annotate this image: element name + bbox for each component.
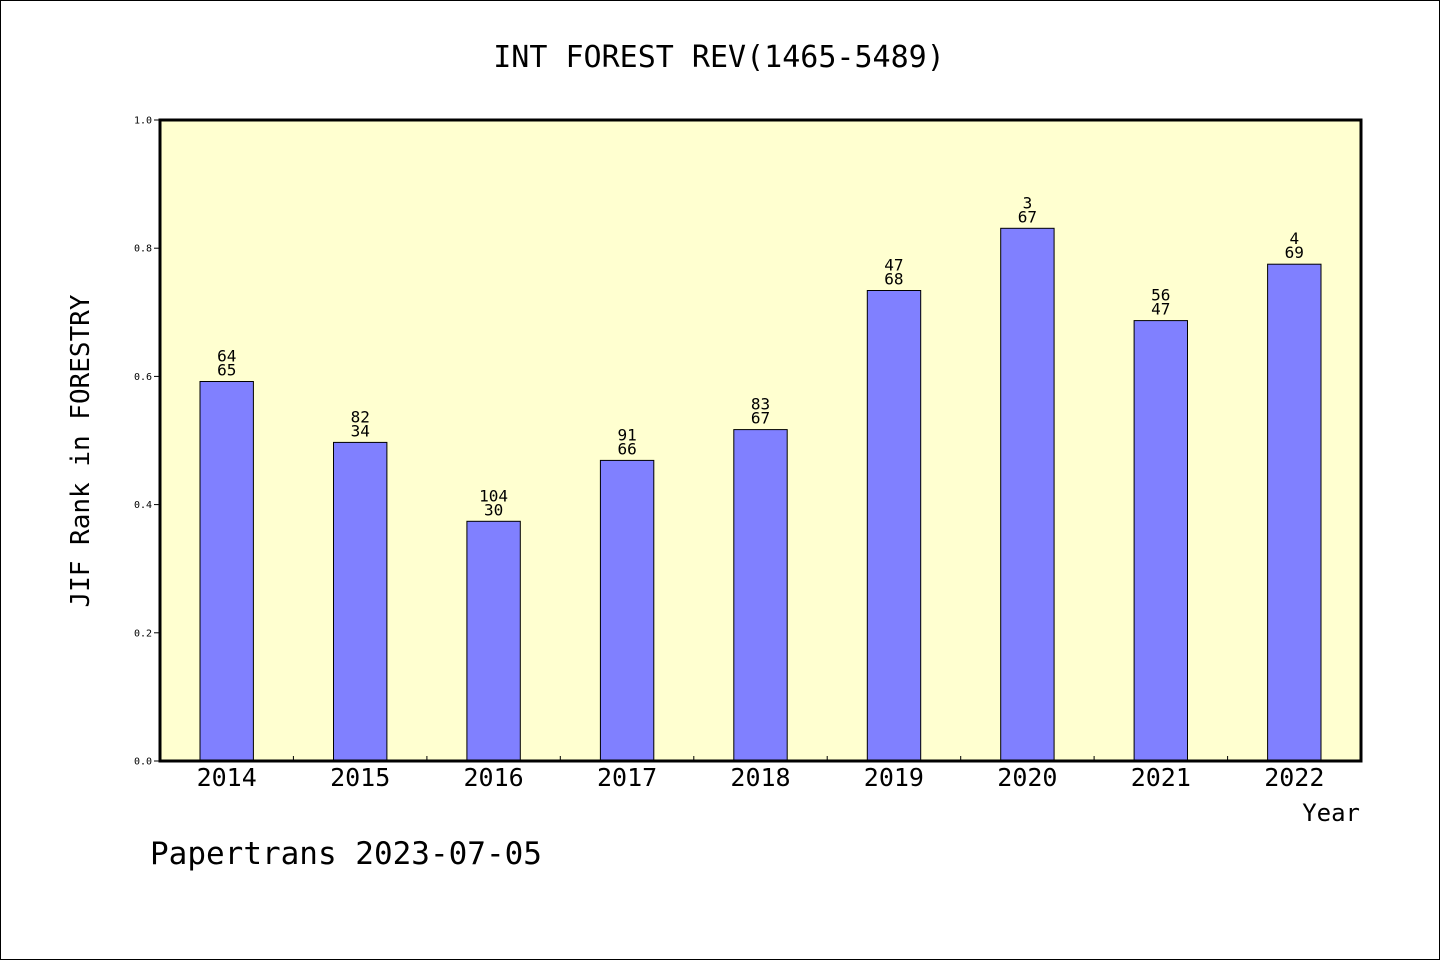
y-axis-label: JIF Rank in FORESTRY <box>66 294 96 607</box>
x-axis-label: Year <box>1302 799 1360 827</box>
bar-total-label: 67 <box>751 409 770 428</box>
bar-rank-label: 83 <box>751 395 770 414</box>
x-tick-label: 2015 <box>330 763 390 792</box>
bar-2017 <box>599 459 655 762</box>
bar-total-label: 67 <box>1018 207 1037 226</box>
bar-2015 <box>333 441 388 762</box>
bar-rank-label: 56 <box>1151 286 1170 305</box>
x-tick-label: 2016 <box>463 763 523 792</box>
y-tick-label: 0.0 <box>134 757 152 768</box>
bar-rank-label: 3 <box>1023 193 1033 212</box>
plot-border <box>158 118 1363 763</box>
bar-total-label: 30 <box>484 500 503 519</box>
bar-2019 <box>866 290 922 762</box>
x-tick-label: 2019 <box>864 763 924 792</box>
bar-total-label: 69 <box>1285 243 1304 262</box>
bar-rank-label: 4 <box>1289 229 1299 248</box>
bar-2021 <box>1133 320 1188 762</box>
bar-rank-label: 104 <box>479 486 508 505</box>
bar-2014 <box>199 381 254 762</box>
x-tick-label: 2022 <box>1264 763 1324 792</box>
x-tick-label: 2020 <box>997 763 1057 792</box>
bar-rank-label: 82 <box>351 407 370 426</box>
footer-text: Papertrans 2023-07-05 <box>150 836 542 872</box>
y-tick-label: 0.4 <box>134 500 152 511</box>
x-tick-label: 2017 <box>597 763 657 792</box>
bar-rank-label: 64 <box>217 347 236 366</box>
y-tick-label: 0.6 <box>134 372 152 383</box>
chart-title: INT FOREST REV(1465-5489) <box>493 40 945 75</box>
y-tick-label: 1.0 <box>134 116 152 127</box>
bar-2022 <box>1267 263 1322 762</box>
bar-2018 <box>733 429 788 762</box>
bar-rank-label: 47 <box>884 256 903 275</box>
y-tick-label: 0.8 <box>134 244 152 255</box>
bar-rank-label: 91 <box>617 425 636 444</box>
x-tick-label: 2018 <box>730 763 790 792</box>
bar-total-label: 47 <box>1151 300 1170 319</box>
x-tick-label: 2021 <box>1131 763 1191 792</box>
bar-total-label: 68 <box>884 270 903 289</box>
bar-2016 <box>466 520 521 762</box>
x-tick-label: 2014 <box>197 763 257 792</box>
bar-total-label: 65 <box>217 361 236 380</box>
bar-total-label: 34 <box>351 421 370 440</box>
y-tick-label: 0.2 <box>134 628 152 639</box>
bar-total-label: 66 <box>617 439 636 458</box>
bar-2020 <box>1000 227 1055 762</box>
